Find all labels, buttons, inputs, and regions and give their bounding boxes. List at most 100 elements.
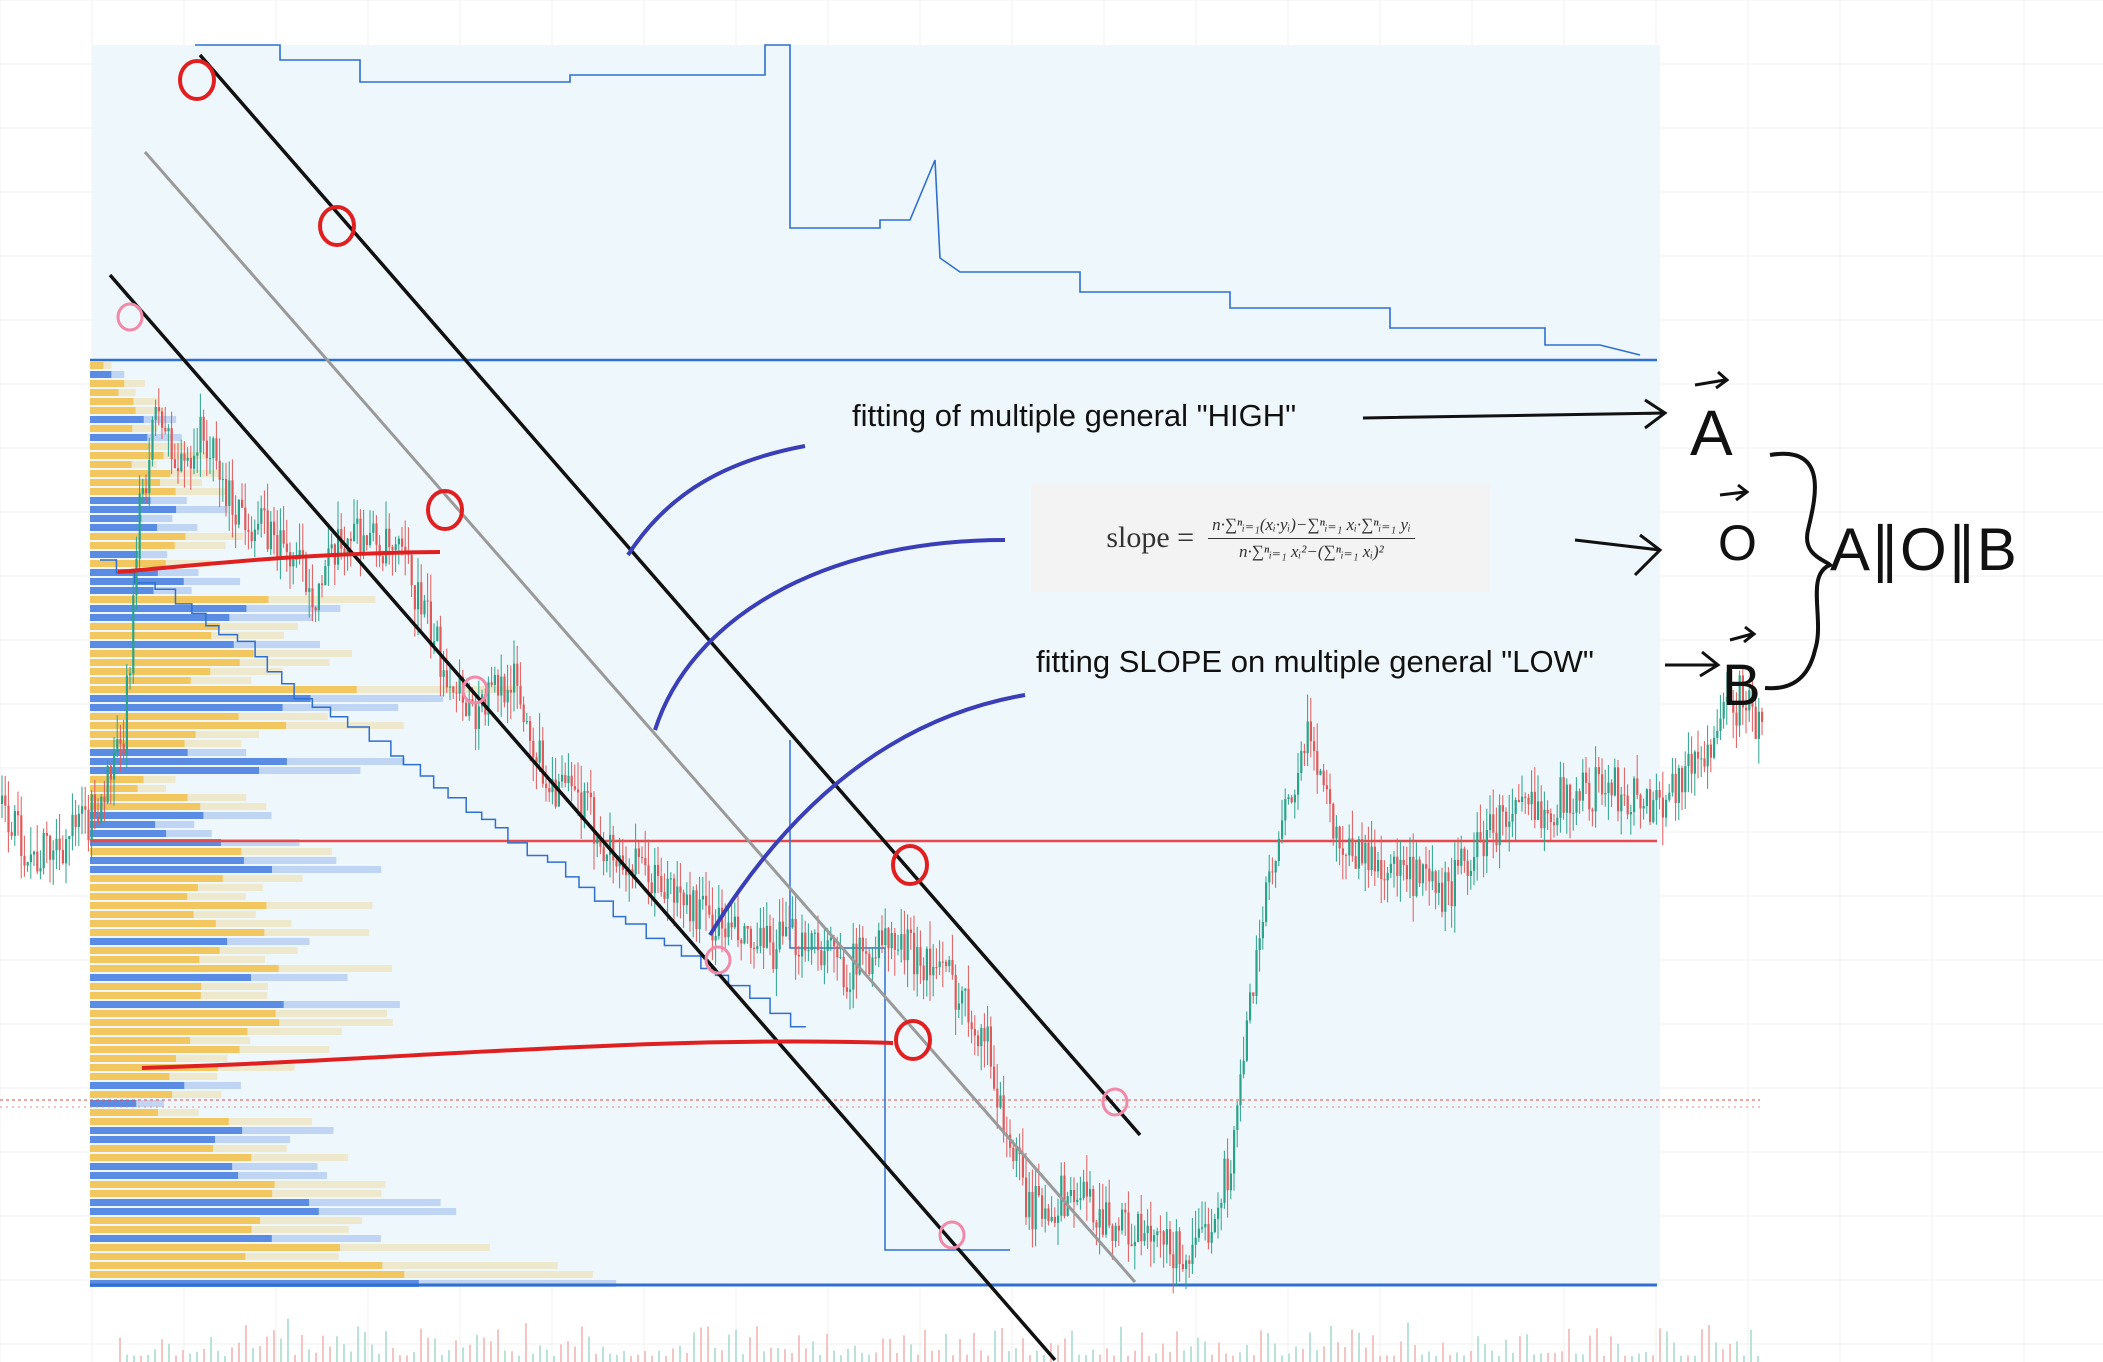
volume-bar-ext <box>309 1199 441 1206</box>
volume-bar-ext <box>274 1181 386 1188</box>
candle-body <box>884 928 887 946</box>
volume-bar-ext <box>382 1262 558 1269</box>
candle-body <box>1473 857 1476 871</box>
candle-body <box>1146 1225 1149 1234</box>
candle-body <box>932 967 935 976</box>
candle-body <box>36 851 39 872</box>
volume-bar-ext <box>200 803 267 810</box>
candle-body <box>1460 848 1463 866</box>
volume-bar <box>90 866 273 873</box>
candle-body <box>849 989 852 992</box>
volume-bar-ext <box>190 1037 251 1044</box>
candle-body <box>58 838 61 850</box>
candle-body <box>221 479 224 481</box>
volume-bar-ext <box>241 848 332 855</box>
candle-body <box>388 528 391 548</box>
candle-body <box>7 805 10 833</box>
candle-body <box>1121 1209 1124 1231</box>
candle-body <box>653 864 656 894</box>
volume-bar-ext <box>279 1019 393 1026</box>
candle-body <box>778 921 781 950</box>
volume-bar-ext <box>272 866 382 873</box>
candle-body <box>113 752 116 780</box>
channel-lower-line <box>108 273 1057 1362</box>
volume-bar <box>90 713 239 720</box>
volume-bar <box>90 641 234 648</box>
candle-body <box>205 440 208 459</box>
candle-body <box>215 438 218 461</box>
candle-body <box>1549 813 1552 823</box>
candle-body <box>1185 1260 1188 1270</box>
candle-body <box>1364 843 1367 864</box>
candle-body <box>1703 758 1706 767</box>
candle-body <box>231 480 234 515</box>
volume-bar <box>90 1055 176 1062</box>
candle-body <box>660 875 663 892</box>
vector-arrow <box>1694 370 1730 390</box>
candle-body <box>1069 1189 1072 1197</box>
candle-body <box>1025 1177 1028 1218</box>
volume-bar <box>90 758 287 765</box>
candle-body <box>900 934 903 950</box>
candle-body <box>359 518 362 556</box>
volume-bar-ext <box>103 362 112 369</box>
candle-body <box>247 530 250 532</box>
volume-bar-ext <box>163 452 208 459</box>
slope-formula: slope = n·∑ⁿᵢ₌₁(xᵢ·yᵢ)−∑ⁿᵢ₌₁ xᵢ·∑ⁿᵢ₌₁ yᵢ… <box>1031 484 1490 592</box>
formula-lhs: slope = <box>1106 521 1195 554</box>
volume-bar <box>90 551 139 558</box>
candle-body <box>666 878 669 899</box>
candle-body <box>1079 1198 1082 1200</box>
candle-body <box>1085 1181 1088 1197</box>
volume-bar-ext <box>318 1208 457 1215</box>
volume-bar <box>90 1136 216 1143</box>
candle-body <box>1697 751 1700 759</box>
touch-circle <box>426 489 464 531</box>
candle-body <box>839 956 842 958</box>
candle-body <box>1713 737 1716 758</box>
candle-body <box>116 739 119 753</box>
volume-bar <box>90 857 244 864</box>
candle-body <box>1233 1130 1236 1174</box>
candle-body <box>426 600 429 602</box>
candle-body <box>1207 1223 1210 1243</box>
candle-body <box>122 743 125 755</box>
red-ink-line <box>117 550 441 574</box>
candle-body <box>1226 1158 1229 1191</box>
candle-body <box>452 686 455 693</box>
candle-body <box>564 774 567 783</box>
candle-body <box>1236 1105 1239 1131</box>
candle-body <box>893 933 896 950</box>
candle-body <box>1149 1225 1152 1242</box>
volume-bar-ext <box>153 587 192 594</box>
candle-body <box>887 928 890 949</box>
candle-body <box>1553 822 1556 826</box>
candle-body <box>260 508 263 524</box>
volume-bar <box>90 1154 252 1161</box>
candle-body <box>1729 697 1732 704</box>
candle-body <box>1057 1215 1060 1223</box>
candle-body <box>1021 1153 1024 1178</box>
candle-body <box>817 932 820 951</box>
candle-body <box>1380 860 1383 880</box>
candle-body <box>663 891 666 899</box>
candle-body <box>1511 813 1514 822</box>
volume-bar-ext <box>150 497 187 504</box>
candle-body <box>1754 706 1757 739</box>
volume-bar-ext <box>228 1118 313 1125</box>
volume-bar-ext <box>212 1145 287 1152</box>
candle-body <box>170 428 173 460</box>
candle-body <box>727 922 730 938</box>
candle-body <box>525 721 528 723</box>
volume-bar <box>90 488 176 495</box>
candle-body <box>413 585 416 610</box>
volume-bar <box>90 821 156 828</box>
candle-body <box>871 957 874 975</box>
candle-body <box>599 836 602 847</box>
candle-body <box>538 740 541 763</box>
candle-body <box>177 468 180 472</box>
volume-bar-ext <box>141 515 173 522</box>
candle-body <box>948 960 951 967</box>
candle-body <box>785 927 788 937</box>
candle-body <box>1309 721 1312 742</box>
